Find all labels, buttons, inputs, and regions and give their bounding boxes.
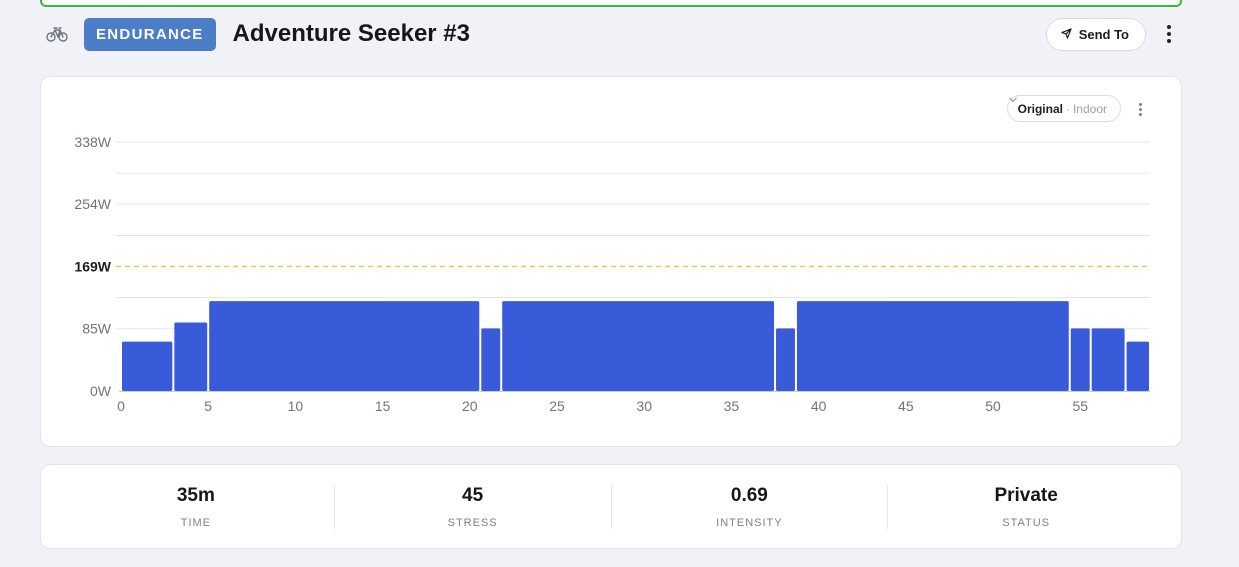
y-tick-label: 338W <box>74 134 111 150</box>
y-tick-label: 254W <box>74 196 111 212</box>
stat-label: STRESS <box>447 516 498 529</box>
stat-value: 35m <box>176 484 215 506</box>
x-tick-label: 5 <box>204 398 212 414</box>
send-to-label: Send To <box>1078 26 1129 42</box>
stat-value: Private <box>994 484 1058 506</box>
power-chart: 0W 85W 169W 254W 338W 0 5 10 15 20 25 30 35 40 45 50 55 <box>74 134 1150 414</box>
power-segment-bar <box>209 301 480 391</box>
y-tick-label: 0W <box>90 383 112 399</box>
view-select[interactable]: Original · Indoor <box>1006 95 1121 122</box>
power-segment-bar <box>502 301 775 391</box>
x-tick-label: 50 <box>985 398 1001 414</box>
x-tick-label: 25 <box>549 398 565 414</box>
stat-label: INTENSITY <box>716 516 783 529</box>
send-icon <box>1061 27 1072 42</box>
power-segment-bar <box>122 341 173 391</box>
stat-value: 0.69 <box>730 484 768 506</box>
view-select-separator: · <box>1065 101 1070 116</box>
stat-stress: 45 STRESS <box>335 484 612 529</box>
chart-options-button[interactable] <box>1135 101 1145 117</box>
stat-label: STATUS <box>1002 516 1050 529</box>
category-badge: ENDURANCE <box>84 17 216 51</box>
more-options-button[interactable] <box>1158 17 1180 51</box>
workout-title: Adventure Seeker #3 <box>232 20 471 47</box>
view-select-sub: Indoor <box>1072 101 1107 116</box>
stat-time: 35m TIME <box>58 484 335 529</box>
power-segment-bar <box>776 328 795 391</box>
send-to-button[interactable]: Send To <box>1045 17 1146 51</box>
power-segment-bar <box>1070 328 1090 391</box>
x-tick-label: 10 <box>288 398 304 414</box>
x-tick-label: 30 <box>636 398 652 414</box>
power-segment-bar <box>481 328 501 391</box>
workout-header: ENDURANCE Adventure Seeker #3 Send To <box>40 17 1182 51</box>
previous-card-edge <box>40 0 1182 7</box>
x-tick-label: 0 <box>117 398 125 414</box>
power-segment-bar <box>174 322 208 391</box>
x-tick-label: 45 <box>898 398 914 414</box>
bike-icon <box>40 17 74 51</box>
y-tick-label: 169W <box>74 259 111 275</box>
stat-value: 45 <box>462 484 484 506</box>
x-tick-label: 20 <box>462 398 478 414</box>
kebab-icon <box>1138 102 1142 106</box>
stats-summary: 35m TIME 45 STRESS 0.69 INTENSITY Privat… <box>40 464 1182 549</box>
view-select-value: Original <box>1017 101 1063 116</box>
stat-status: Private STATUS <box>888 485 1164 529</box>
power-segment-bar <box>1091 328 1125 391</box>
x-tick-label: 55 <box>1072 398 1088 414</box>
stat-label: TIME <box>180 516 212 529</box>
stat-intensity: 0.69 INTENSITY <box>612 484 889 529</box>
power-segment-bar <box>1126 341 1149 391</box>
x-tick-label: 35 <box>724 398 740 414</box>
y-tick-label: 85W <box>82 320 112 336</box>
x-tick-label: 40 <box>811 398 827 414</box>
kebab-icon <box>1167 25 1171 29</box>
workout-chart-card: 0W 85W 169W 254W 338W 0 5 10 15 20 25 30 35 40 45 50 55 … <box>40 76 1182 447</box>
power-segment-bar <box>796 301 1069 391</box>
x-tick-label: 15 <box>375 398 391 414</box>
